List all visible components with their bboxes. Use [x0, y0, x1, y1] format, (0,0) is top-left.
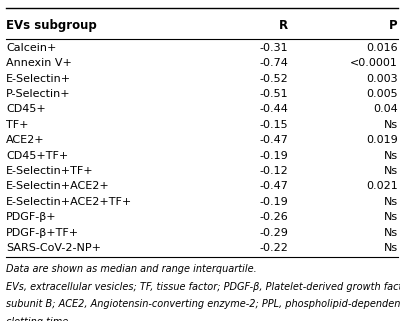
Text: 0.021: 0.021: [366, 181, 398, 191]
Text: Data are shown as median and range interquartile.: Data are shown as median and range inter…: [6, 264, 257, 274]
Text: P-Selectin+: P-Selectin+: [6, 89, 71, 99]
Text: -0.19: -0.19: [259, 151, 288, 160]
Text: E-Selectin+TF+: E-Selectin+TF+: [6, 166, 94, 176]
Text: subunit B; ACE2, Angiotensin-converting enzyme-2; PPL, phospholipid-dependent: subunit B; ACE2, Angiotensin-converting …: [6, 299, 400, 309]
Text: CD45+: CD45+: [6, 104, 46, 114]
Text: E-Selectin+ACE2+TF+: E-Selectin+ACE2+TF+: [6, 197, 132, 207]
Text: -0.51: -0.51: [259, 89, 288, 99]
Text: Ns: Ns: [384, 120, 398, 130]
Text: -0.12: -0.12: [259, 166, 288, 176]
Text: EVs, extracellular vesicles; TF, tissue factor; PDGF-β, Platelet-derived growth : EVs, extracellular vesicles; TF, tissue …: [6, 282, 400, 291]
Text: -0.74: -0.74: [259, 58, 288, 68]
Text: E-Selectin+: E-Selectin+: [6, 74, 71, 83]
Text: <0.0001: <0.0001: [350, 58, 398, 68]
Text: Annexin V+: Annexin V+: [6, 58, 72, 68]
Text: 0.003: 0.003: [366, 74, 398, 83]
Text: Ns: Ns: [384, 197, 398, 207]
Text: E-Selectin+ACE2+: E-Selectin+ACE2+: [6, 181, 110, 191]
Text: 0.005: 0.005: [366, 89, 398, 99]
Text: -0.26: -0.26: [259, 212, 288, 222]
Text: 0.019: 0.019: [366, 135, 398, 145]
Text: Ns: Ns: [384, 228, 398, 238]
Text: 0.016: 0.016: [366, 43, 398, 53]
Text: ACE2+: ACE2+: [6, 135, 45, 145]
Text: -0.15: -0.15: [259, 120, 288, 130]
Text: -0.52: -0.52: [259, 74, 288, 83]
Text: CD45+TF+: CD45+TF+: [6, 151, 68, 160]
Text: 0.04: 0.04: [373, 104, 398, 114]
Text: -0.47: -0.47: [259, 135, 288, 145]
Text: P: P: [389, 19, 398, 32]
Text: -0.47: -0.47: [259, 181, 288, 191]
Text: -0.19: -0.19: [259, 197, 288, 207]
Text: TF+: TF+: [6, 120, 28, 130]
Text: EVs subgroup: EVs subgroup: [6, 19, 97, 32]
Text: Ns: Ns: [384, 243, 398, 253]
Text: -0.29: -0.29: [259, 228, 288, 238]
Text: PDGF-β+: PDGF-β+: [6, 212, 57, 222]
Text: R: R: [279, 19, 288, 32]
Text: clotting time.: clotting time.: [6, 317, 71, 321]
Text: Ns: Ns: [384, 166, 398, 176]
Text: -0.31: -0.31: [259, 43, 288, 53]
Text: SARS-CoV-2-NP+: SARS-CoV-2-NP+: [6, 243, 101, 253]
Text: Calcein+: Calcein+: [6, 43, 56, 53]
Text: -0.44: -0.44: [259, 104, 288, 114]
Text: Ns: Ns: [384, 151, 398, 160]
Text: PDGF-β+TF+: PDGF-β+TF+: [6, 228, 79, 238]
Text: Ns: Ns: [384, 212, 398, 222]
Text: -0.22: -0.22: [259, 243, 288, 253]
